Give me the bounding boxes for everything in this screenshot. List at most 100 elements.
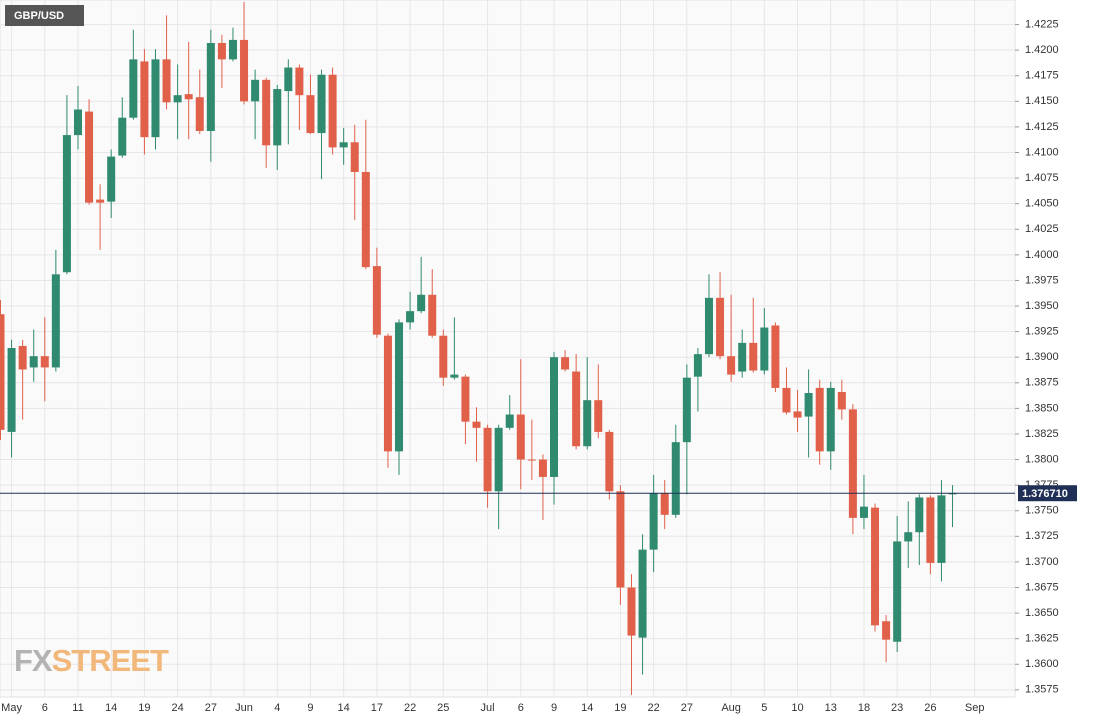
candle-body — [472, 421, 481, 428]
candle-body — [948, 493, 957, 495]
candle-body — [240, 39, 249, 102]
title-box — [5, 5, 84, 26]
x-tick-label: 26 — [924, 702, 936, 714]
candle-body — [826, 387, 835, 452]
candle-body — [217, 42, 226, 60]
y-tick-label: 1.3950 — [1025, 300, 1059, 312]
y-tick-label: 1.3750 — [1025, 505, 1059, 517]
candle-body — [616, 491, 625, 588]
candle-body — [848, 409, 857, 518]
x-tick-label: 22 — [404, 702, 416, 714]
candle-body — [350, 142, 359, 172]
y-tick-label: 1.4025 — [1025, 223, 1059, 235]
y-tick-label: 1.4200 — [1025, 44, 1059, 56]
candle-body — [782, 387, 791, 413]
candle-body — [483, 427, 492, 492]
watermark-street: STREET — [52, 643, 169, 678]
candle-body — [793, 411, 802, 418]
candle-body — [516, 414, 525, 460]
candle-body — [73, 109, 82, 136]
x-tick-label: May — [1, 702, 22, 714]
x-tick-label: 14 — [338, 702, 350, 714]
y-tick-label: 1.3600 — [1025, 658, 1059, 670]
candle-body — [383, 335, 392, 452]
y-tick-label: 1.4075 — [1025, 172, 1059, 184]
candle-body — [262, 79, 271, 146]
candle-body — [62, 135, 71, 273]
chart-title: GBP/USD — [14, 10, 64, 22]
candle-body — [550, 357, 558, 477]
x-tick-label: Sep — [965, 702, 985, 714]
x-tick-label: 4 — [274, 702, 280, 714]
y-tick-label: 1.3875 — [1025, 377, 1059, 389]
candle-body — [926, 497, 935, 563]
candle-body — [749, 342, 758, 371]
y-tick-label: 1.3650 — [1025, 607, 1059, 619]
candle-body — [18, 345, 27, 370]
candle-body — [306, 95, 315, 134]
y-tick-label: 1.3725 — [1025, 530, 1059, 542]
x-tick-label: 13 — [825, 702, 837, 714]
candle-body — [251, 79, 260, 102]
y-tick-label: 1.4100 — [1025, 146, 1059, 158]
x-tick-label: 10 — [791, 702, 803, 714]
candle-body — [671, 442, 680, 515]
candle-body — [372, 266, 381, 335]
candle-body — [317, 74, 326, 134]
candle-body — [915, 497, 924, 533]
candle-body — [151, 59, 160, 138]
candle-body — [505, 414, 514, 428]
candle-body — [937, 495, 946, 563]
candles — [0, 2, 957, 695]
candle-body — [682, 377, 691, 443]
candle-body — [538, 459, 547, 477]
candle-body — [85, 111, 94, 203]
x-tick-label: Aug — [721, 702, 741, 714]
x-tick-label: 27 — [205, 702, 217, 714]
candle-body — [859, 506, 868, 518]
y-tick-label: 1.4050 — [1025, 198, 1059, 210]
candle-body — [527, 459, 536, 461]
candle-body — [184, 94, 193, 100]
y-tick-label: 1.4000 — [1025, 249, 1059, 261]
candle-body — [760, 327, 769, 371]
x-tick-label: 11 — [72, 702, 83, 714]
candle-body — [173, 95, 182, 103]
candle-body — [118, 117, 127, 156]
candle-body — [162, 59, 171, 103]
candle-body — [206, 42, 215, 132]
x-tick-label: 17 — [371, 702, 383, 714]
candle-body — [228, 39, 237, 60]
candle-body — [406, 311, 415, 323]
x-tick-label: Jul — [481, 702, 495, 714]
candle-body — [605, 431, 614, 492]
candle-body — [129, 59, 138, 118]
plot-area — [0, 0, 1016, 698]
x-tick-label: 19 — [614, 702, 626, 714]
candle-body — [29, 356, 38, 368]
candle-body — [428, 294, 437, 336]
y-tick-label: 1.3850 — [1025, 402, 1059, 414]
x-tick-label: 5 — [761, 702, 767, 714]
candle-body — [660, 493, 669, 515]
y-tick-label: 1.4175 — [1025, 70, 1059, 82]
candle-body — [107, 156, 116, 202]
candle-body — [96, 199, 105, 203]
candle-body — [439, 335, 448, 378]
y-tick-label: 1.3625 — [1025, 633, 1059, 645]
watermark-fx: FX — [14, 643, 53, 678]
candle-body — [904, 532, 913, 542]
candle-body — [450, 374, 459, 378]
candle-body — [704, 297, 713, 355]
candle-body — [284, 67, 293, 92]
candle-body — [572, 371, 581, 447]
x-tick-label: 25 — [437, 702, 449, 714]
candle-body — [871, 507, 880, 626]
x-tick-label: 14 — [105, 702, 117, 714]
last-price-box — [1018, 485, 1077, 502]
candle-body — [51, 274, 60, 368]
x-tick-label: 9 — [307, 702, 313, 714]
y-tick-label: 1.4125 — [1025, 121, 1059, 133]
candle-body — [594, 400, 603, 432]
